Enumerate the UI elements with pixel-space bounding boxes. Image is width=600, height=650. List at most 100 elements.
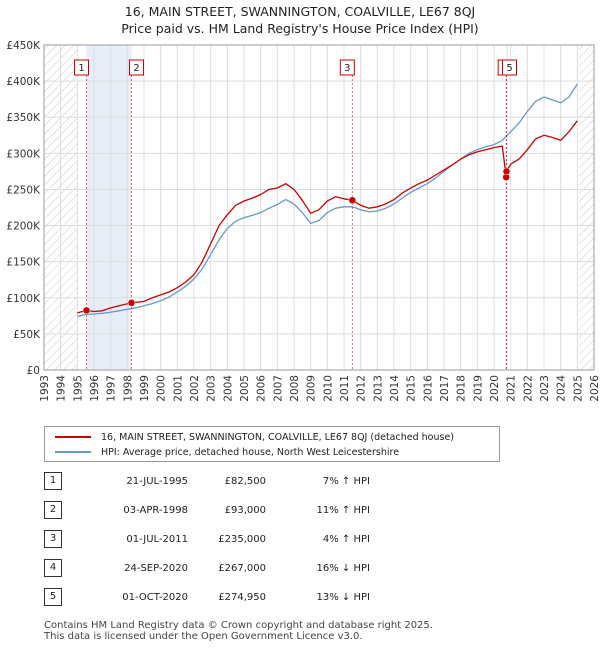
x-tick-label-2007: 2007 <box>272 375 284 402</box>
sale-label-box-2 <box>129 59 144 76</box>
legend-item-hpi: HPI: Average price, detached house, Nort… <box>55 445 399 459</box>
legend-label-hpi: HPI: Average price, detached house, Nort… <box>101 446 400 458</box>
x-tick-label-2005: 2005 <box>239 375 251 402</box>
y-tick-label-200000: £200K <box>6 221 41 233</box>
sale-number: 2 <box>44 501 62 519</box>
y-tick-label-400000: £400K <box>6 76 41 88</box>
sale-hpi-change: 4% ↑ HPI <box>322 534 370 545</box>
plot-border <box>43 44 595 371</box>
x-tick-label-2016: 2016 <box>422 375 434 402</box>
x-tick-label-2013: 2013 <box>372 375 384 402</box>
sale-number: 1 <box>44 472 62 490</box>
x-tick-label-2014: 2014 <box>389 375 401 402</box>
sale-price: £235,000 <box>218 534 266 545</box>
x-tick-label-2022: 2022 <box>522 375 534 402</box>
highlight-band-0 <box>86 45 132 370</box>
legend-item-property: 16, MAIN STREET, SWANNINGTON, COALVILLE,… <box>55 430 454 444</box>
sale-row-1: 1 21-JUL-1995 £82,500 7% ↑ HPI <box>0 472 600 492</box>
x-tick-label-2000: 2000 <box>156 375 168 402</box>
x-tick-label-1994: 1994 <box>56 375 68 402</box>
x-tick-label-2018: 2018 <box>456 375 468 402</box>
sale-point-5 <box>502 167 511 176</box>
sale-price: £93,000 <box>224 505 266 516</box>
sale-row-4: 4 24-SEP-2020 £267,000 16% ↓ HPI <box>0 559 600 579</box>
x-tick-label-2004: 2004 <box>222 375 234 402</box>
sale-hpi-change: 16% ↓ HPI <box>316 563 370 574</box>
x-tick-label-2012: 2012 <box>356 375 368 402</box>
legend-swatch-property <box>55 436 91 438</box>
price-chart: 1993 1994 1995 1996 1997 1998 1999 2000 2001 2002… <box>6 40 600 402</box>
y-tick-label-0: £0 <box>27 365 40 377</box>
sale-number: 5 <box>44 588 62 606</box>
sale-label-1: 1 <box>78 63 84 74</box>
x-tick-label-2003: 2003 <box>206 375 218 402</box>
highlight-band-1 <box>506 45 509 370</box>
footer-line-2: This data is licensed under the Open Gov… <box>44 631 363 642</box>
gridlines <box>43 44 595 371</box>
sale-row-3: 3 01-JUL-2011 £235,000 4% ↑ HPI <box>0 530 600 550</box>
sale-point-2 <box>127 299 136 307</box>
sale-hpi-change: 13% ↓ HPI <box>316 592 370 603</box>
x-tick-label-1996: 1996 <box>89 375 101 402</box>
x-tick-label-2024: 2024 <box>556 375 568 402</box>
plot-area <box>44 45 594 370</box>
sale-label-box-5 <box>502 59 517 76</box>
x-tick-label-2011: 2011 <box>339 375 351 402</box>
sale-hpi-change: 11% ↑ HPI <box>316 505 370 516</box>
x-tick-label-2002: 2002 <box>189 375 201 402</box>
x-tick-label-2010: 2010 <box>322 375 334 402</box>
sale-label-5: 5 <box>506 63 512 74</box>
sale-date: 01-OCT-2020 <box>122 592 188 603</box>
x-tick-label-2015: 2015 <box>406 375 418 402</box>
footer-line-1: Contains HM Land Registry data © Crown c… <box>44 620 433 631</box>
sale-price: £274,950 <box>218 592 266 603</box>
x-tick-label-2001: 2001 <box>172 375 184 402</box>
hatched-region-1 <box>579 45 594 370</box>
footer: Contains HM Land Registry data © Crown c… <box>44 620 433 642</box>
x-tick-label-1995: 1995 <box>72 375 84 402</box>
x-tick-label-1997: 1997 <box>106 375 118 402</box>
sale-point-3 <box>348 196 357 205</box>
sale-markers: 12345 <box>74 59 517 370</box>
x-tick-label-2017: 2017 <box>439 375 451 402</box>
legend-label-property: 16, MAIN STREET, SWANNINGTON, COALVILLE,… <box>101 431 454 443</box>
sale-date: 24-SEP-2020 <box>124 563 188 574</box>
x-tick-label-2009: 2009 <box>306 375 318 402</box>
sale-number: 3 <box>44 530 62 548</box>
series-line-hpi <box>77 83 578 318</box>
y-tick-label-100000: £100K <box>6 293 41 305</box>
legend-swatch-hpi <box>55 451 91 453</box>
plot-background <box>44 45 594 370</box>
sale-date: 01-JUL-2011 <box>126 534 188 545</box>
x-tick-label-1998: 1998 <box>122 375 134 402</box>
x-tick-label-2008: 2008 <box>289 375 301 402</box>
x-tick-label-2026: 2026 <box>589 375 600 402</box>
chart-title-block: 16, MAIN STREET, SWANNINGTON, COALVILLE,… <box>0 3 600 37</box>
x-tick-label-1999: 1999 <box>139 375 151 402</box>
sale-row-2: 2 03-APR-1998 £93,000 11% ↑ HPI <box>0 501 600 521</box>
sale-number: 4 <box>44 559 62 577</box>
sale-row-5: 5 01-OCT-2020 £274,950 13% ↓ HPI <box>0 588 600 608</box>
sale-point-1 <box>82 306 91 315</box>
sale-hpi-change: 7% ↑ HPI <box>322 476 370 487</box>
x-tick-label-2020: 2020 <box>489 375 501 402</box>
chart-title: 16, MAIN STREET, SWANNINGTON, COALVILLE,… <box>124 4 476 19</box>
chart-subtitle: Price paid vs. HM Land Registry's House … <box>121 21 479 36</box>
sale-label-box-1 <box>74 59 89 76</box>
y-tick-label-250000: £250K <box>6 184 41 196</box>
x-tick-label-2019: 2019 <box>472 375 484 402</box>
y-tick-label-300000: £300K <box>6 148 41 160</box>
sale-label-3: 3 <box>344 63 350 74</box>
y-tick-label-350000: £350K <box>6 112 41 124</box>
y-tick-label-50000: £50K <box>13 329 41 341</box>
sale-price: £82,500 <box>224 476 266 487</box>
x-tick-label-2021: 2021 <box>506 375 518 402</box>
y-tick-label-150000: £150K <box>6 257 41 269</box>
sale-date: 21-JUL-1995 <box>126 476 188 487</box>
x-tick-label-2025: 2025 <box>572 375 584 402</box>
legend: 16, MAIN STREET, SWANNINGTON, COALVILLE,… <box>44 426 500 462</box>
x-tick-label-2023: 2023 <box>539 375 551 402</box>
y-tick-label-450000: £450K <box>6 40 41 52</box>
sale-label-2: 2 <box>133 63 139 74</box>
x-tick-label-1993: 1993 <box>39 375 51 402</box>
